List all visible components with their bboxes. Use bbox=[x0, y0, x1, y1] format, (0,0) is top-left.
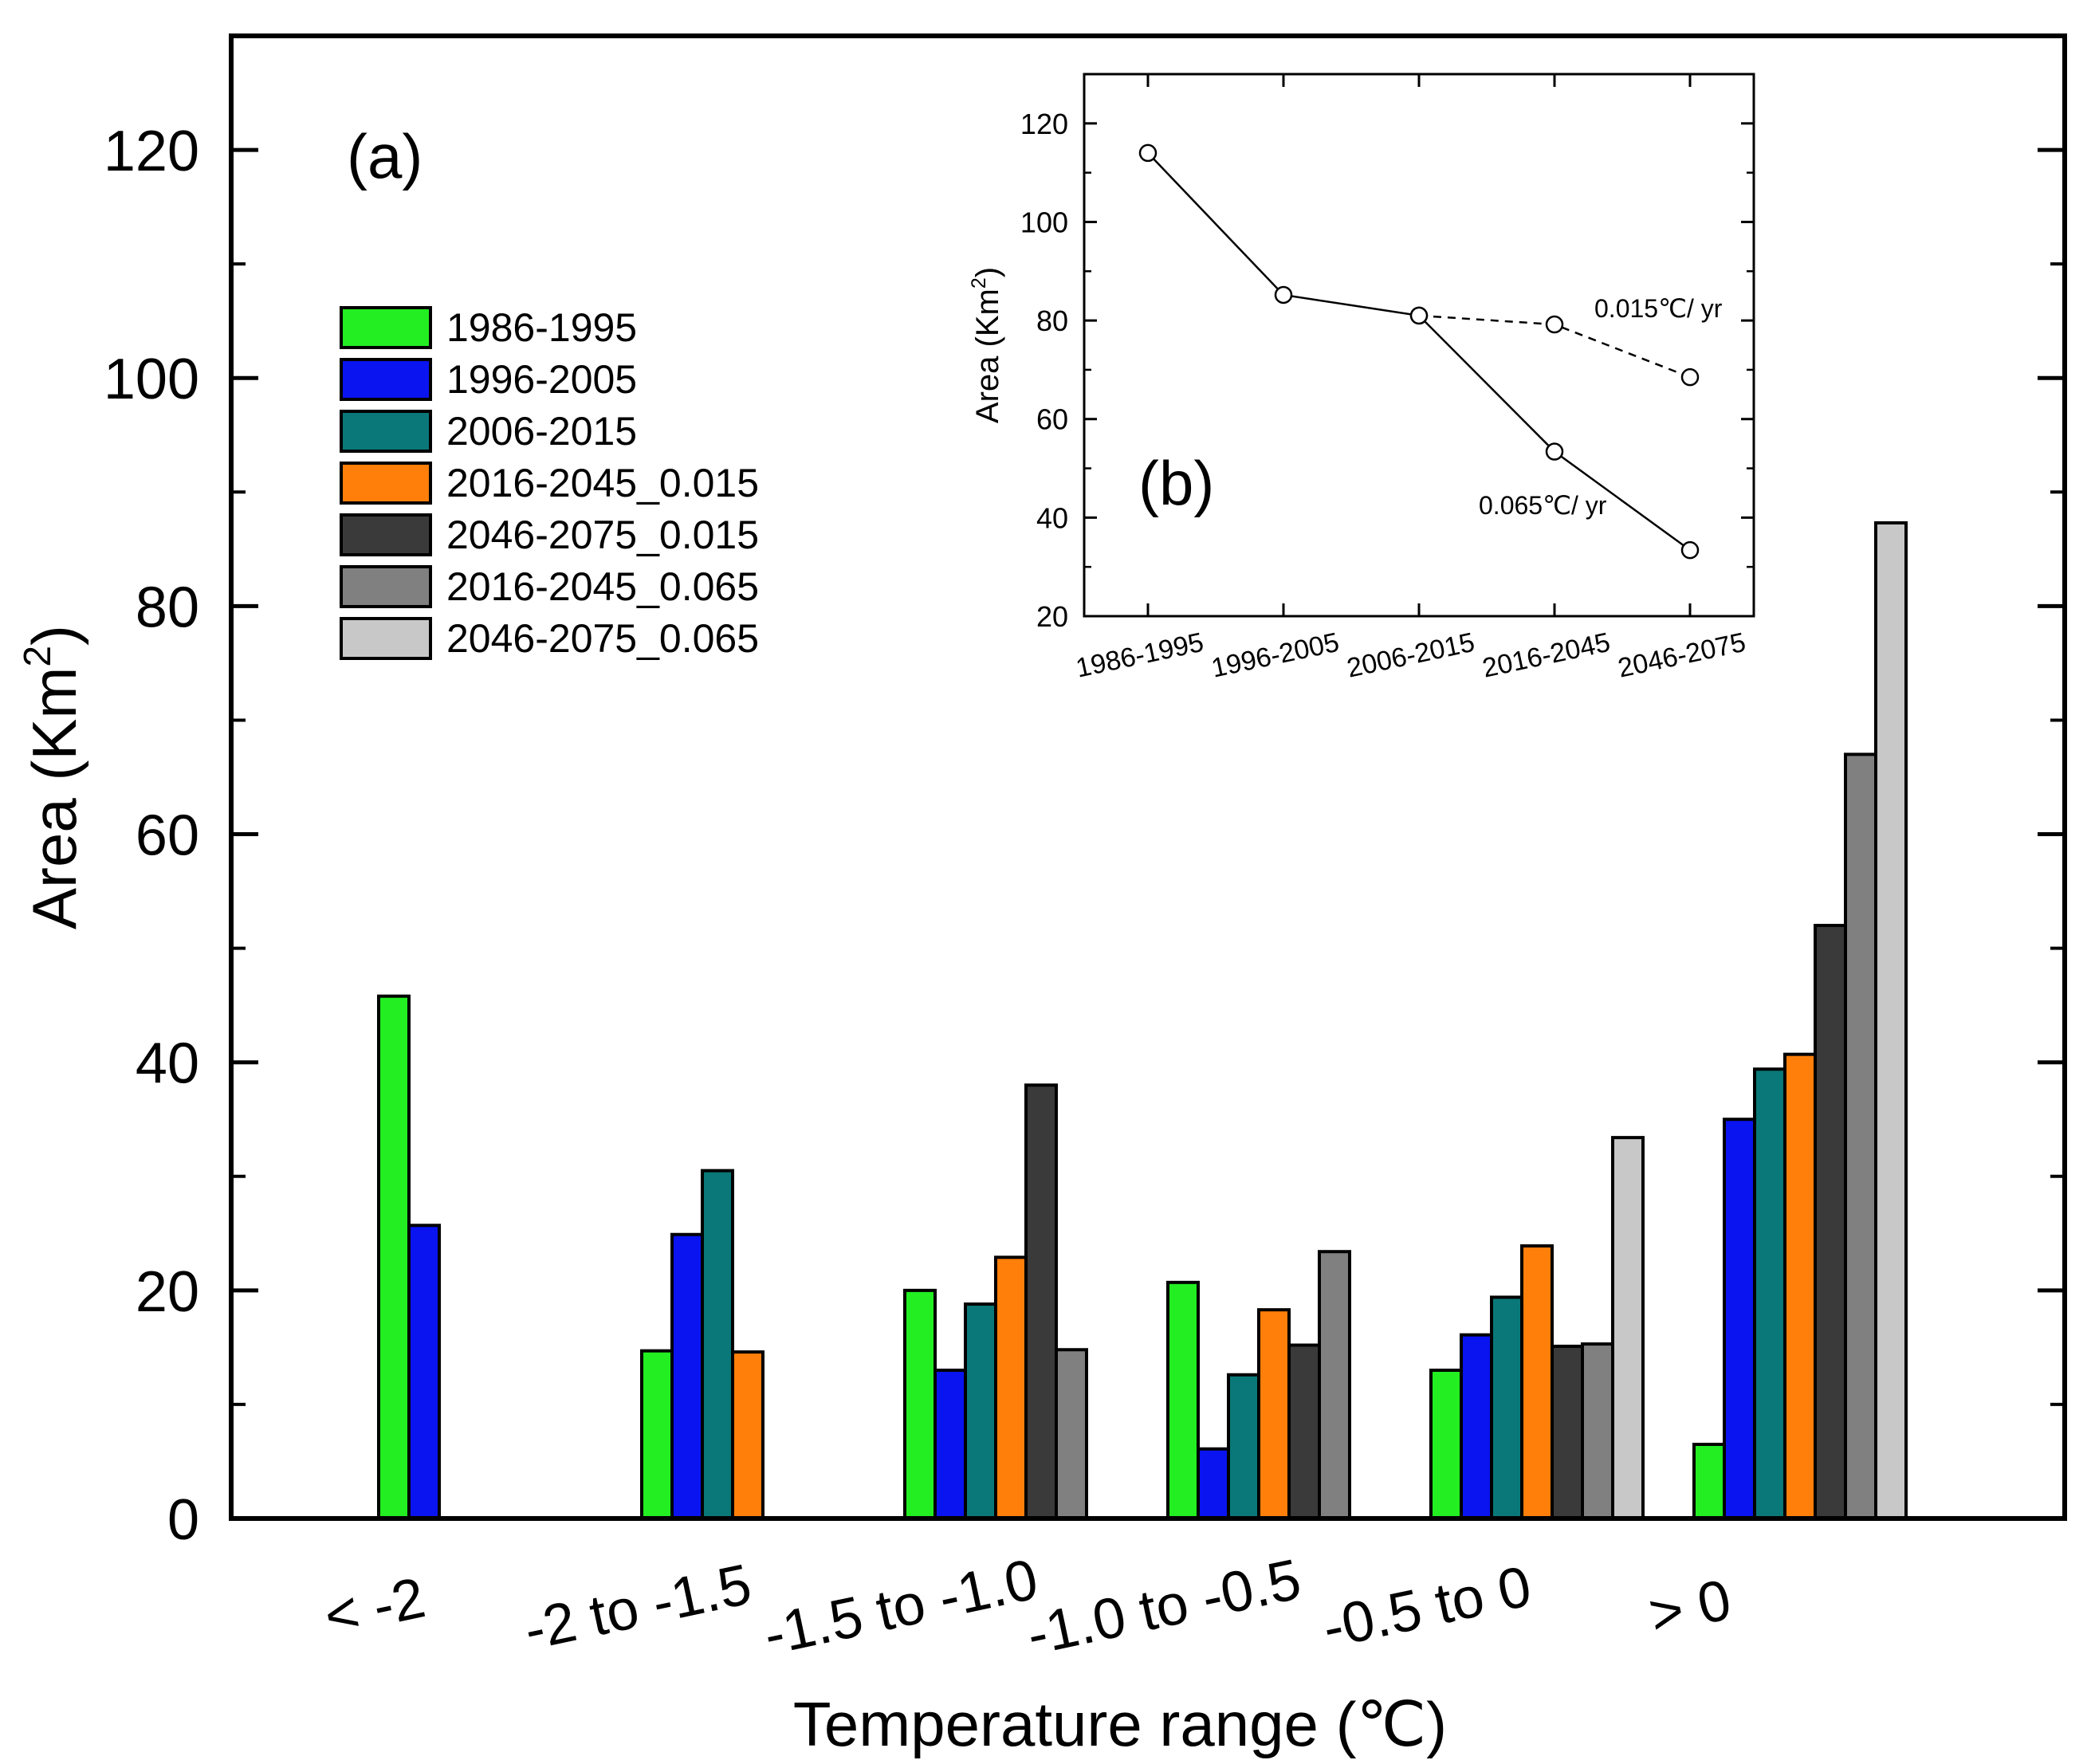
bar-4-3 bbox=[994, 1255, 1028, 1521]
main-y-axis-title-close: ) bbox=[19, 625, 89, 646]
bar-6-5 bbox=[1581, 1342, 1614, 1520]
inset-y-tick-label: 100 bbox=[1020, 206, 1068, 238]
bar-2-2 bbox=[670, 1232, 704, 1520]
bar-2-6 bbox=[1723, 1118, 1756, 1520]
bar-3-2 bbox=[701, 1169, 734, 1520]
main-bars bbox=[377, 521, 1908, 1521]
main-legend: 1986-1995 1996-2005 2006-2015 2016-2045_0.0… bbox=[340, 305, 759, 661]
bar-1-4 bbox=[1166, 1280, 1200, 1521]
bar-2-4 bbox=[1197, 1447, 1230, 1520]
bar-1-6 bbox=[1692, 1443, 1726, 1520]
bar-3-6 bbox=[1753, 1067, 1786, 1521]
legend-swatch bbox=[340, 410, 432, 453]
inset-annotation-solid-rate: 0.065℃/ yr bbox=[1479, 491, 1607, 520]
bar-3-5 bbox=[1490, 1295, 1523, 1521]
inset-y-axis-title-text: Area (Km bbox=[970, 289, 1005, 423]
legend-label: 2016-2045_0.015 bbox=[446, 461, 759, 505]
legend-label: 2046-2075_0.065 bbox=[446, 616, 759, 661]
bar-4-2 bbox=[731, 1350, 764, 1520]
legend-swatch bbox=[340, 462, 432, 505]
legend-label: 1986-1995 bbox=[446, 305, 637, 350]
bar-4-5 bbox=[1520, 1244, 1554, 1520]
legend-swatch bbox=[340, 565, 432, 608]
legend-label: 1996-2005 bbox=[446, 357, 637, 402]
legend-swatch bbox=[340, 358, 432, 401]
bar-6-6 bbox=[1844, 752, 1877, 1520]
bar-4-4 bbox=[1257, 1308, 1291, 1520]
legend-label: 2046-2075_0.015 bbox=[446, 513, 759, 557]
inset-point-2-4 bbox=[1545, 315, 1564, 334]
bar-7-5 bbox=[1611, 1136, 1645, 1520]
bar-1-5 bbox=[1429, 1369, 1463, 1520]
main-y-tick-label: 40 bbox=[136, 1032, 199, 1096]
bar-1-2 bbox=[640, 1349, 674, 1520]
inset-point-1-4 bbox=[1545, 442, 1564, 461]
main-y-axis-title: Area (Km2) bbox=[17, 625, 89, 929]
main-plot-frame bbox=[229, 33, 2067, 1521]
inset-y-axis-title: Area (Km2) bbox=[968, 267, 1005, 423]
inset-plot-frame bbox=[1083, 73, 1755, 618]
legend-swatch bbox=[340, 617, 432, 660]
bar-4-6 bbox=[1783, 1052, 1817, 1520]
inset-point-2-5 bbox=[1680, 367, 1700, 387]
bar-2-1 bbox=[407, 1224, 441, 1521]
bar-3-3 bbox=[964, 1302, 997, 1520]
main-y-tick-label: 100 bbox=[104, 348, 199, 411]
bar-1-1 bbox=[377, 994, 411, 1520]
inset-point-2-3 bbox=[1409, 306, 1429, 325]
bar-2-3 bbox=[933, 1369, 967, 1520]
inset-lines bbox=[1138, 143, 1700, 560]
inset-point-1-1 bbox=[1138, 143, 1158, 163]
inset-y-tick-label: 60 bbox=[1036, 403, 1068, 436]
main-y-tick-label: 120 bbox=[104, 120, 199, 183]
bar-6-3 bbox=[1055, 1348, 1088, 1520]
inset-y-tick-label: 80 bbox=[1036, 304, 1068, 337]
inset-y-tick-label: 120 bbox=[1020, 108, 1068, 140]
bar-5-5 bbox=[1551, 1344, 1584, 1521]
main-y-tick-label: 80 bbox=[136, 576, 199, 639]
legend-label: 2016-2045_0.065 bbox=[446, 564, 759, 609]
inset-point-1-2 bbox=[1274, 285, 1293, 304]
bar-3-4 bbox=[1227, 1373, 1260, 1520]
main-y-axis-title-text: Area (Km bbox=[19, 667, 89, 929]
main-y-tick-label: 20 bbox=[136, 1260, 199, 1324]
inset-y-tick-label: 20 bbox=[1036, 600, 1068, 633]
main-y-axis-title-superscript: 2 bbox=[17, 646, 59, 667]
bar-5-3 bbox=[1024, 1083, 1058, 1521]
bar-6-4 bbox=[1318, 1250, 1351, 1520]
legend-label: 2006-2015 bbox=[446, 409, 637, 454]
legend-swatch bbox=[340, 306, 432, 349]
inset-y-axis-title-close: ) bbox=[970, 267, 1005, 277]
panel-b-label: (b) bbox=[1138, 448, 1214, 518]
inset-point-1-5 bbox=[1680, 540, 1700, 560]
bar-1-3 bbox=[903, 1288, 937, 1521]
main-x-axis-title: Temperature range (℃) bbox=[793, 1689, 1447, 1759]
inset-y-tick-label: 40 bbox=[1036, 501, 1068, 534]
bar-7-6 bbox=[1874, 521, 1908, 1520]
bar-5-4 bbox=[1287, 1343, 1321, 1520]
inset-annotation-dashed-rate: 0.015℃/ yr bbox=[1594, 294, 1723, 323]
bar-5-6 bbox=[1814, 924, 1847, 1520]
main-y-tick-label: 0 bbox=[167, 1488, 199, 1552]
legend-swatch bbox=[340, 513, 432, 556]
inset-y-axis-title-superscript: 2 bbox=[968, 277, 990, 289]
main-y-tick-label: 60 bbox=[136, 804, 199, 868]
panel-a-label: (a) bbox=[347, 121, 423, 191]
bar-2-5 bbox=[1460, 1333, 1493, 1520]
